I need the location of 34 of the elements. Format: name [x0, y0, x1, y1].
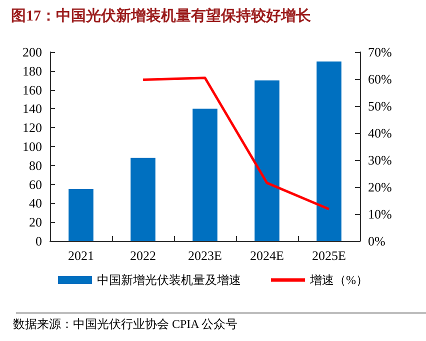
y-tick-label: 120 [22, 120, 42, 136]
y-tick-label: 40 [29, 196, 42, 211]
y2-tick-label: 60% [368, 72, 392, 86]
y-tick-label: 180 [22, 63, 42, 78]
bar [316, 61, 342, 241]
y2-tick-label: 20% [368, 180, 392, 194]
y-tick-label: 140 [22, 101, 42, 116]
bar [192, 108, 218, 241]
y-tick-label: 20 [29, 214, 42, 230]
x-tick-label: 2022 [130, 248, 156, 263]
source-note: 数据来源：中国光伏行业协会 CPIA 公众号 [13, 317, 238, 331]
y2-tick-label: 30% [368, 152, 392, 168]
y-tick-label: 200 [22, 44, 42, 60]
bar [254, 80, 280, 241]
bar [130, 158, 156, 241]
x-tick-label: 2025E [312, 248, 346, 263]
y2-tick-label: 10% [368, 206, 392, 222]
bar [68, 189, 94, 241]
legend-label: 增速（%） [309, 273, 368, 287]
x-tick-label: 2023E [188, 248, 222, 263]
chart-title: 图17：中国光伏新增装机量有望保持较好增长 [11, 6, 312, 24]
y-tick-label: 160 [22, 82, 42, 98]
y-tick-label: 60 [29, 176, 42, 192]
y2-tick-label: 40% [368, 126, 392, 140]
y-tick-label: 0 [36, 234, 42, 248]
x-tick-label: 2021 [68, 248, 94, 263]
y2-tick-label: 50% [368, 98, 392, 114]
line-series [142, 76, 330, 210]
legend-label: 中国新增光伏装机量及增速 [97, 273, 241, 287]
x-tick-label: 2024E [250, 248, 284, 263]
y2-tick-label: 70% [368, 44, 392, 60]
y-tick-label: 80 [29, 158, 42, 173]
y-tick-label: 100 [22, 139, 42, 154]
y2-tick-label: 0% [368, 234, 386, 248]
